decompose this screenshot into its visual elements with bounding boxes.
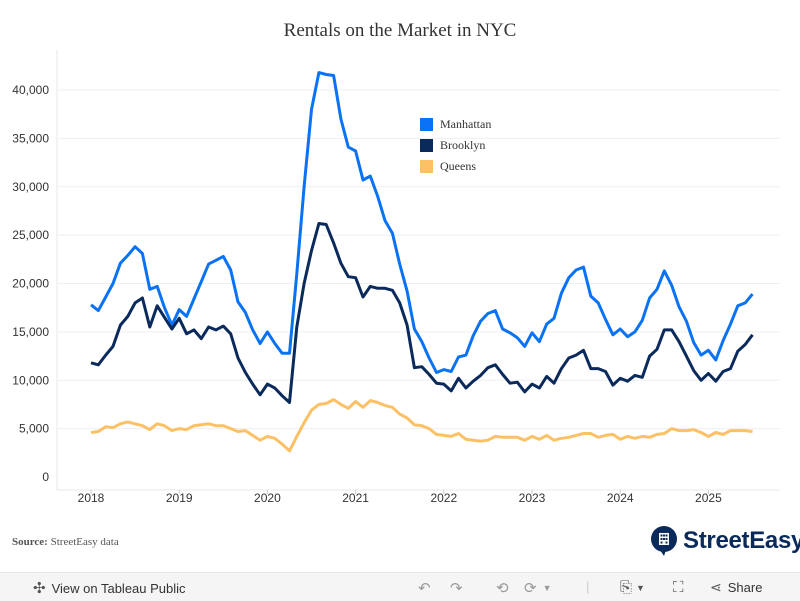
y-tick-label: 35,000 (12, 131, 49, 145)
line-chart: 0 5,000 10,000 15,000 20,000 25,000 30,000 35,0… (12, 50, 780, 505)
chart-title: Rentals on the Market in NYC (283, 20, 517, 41)
y-tick-label: 20,000 (12, 277, 49, 291)
y-tick-label: 10,000 (12, 373, 49, 387)
toolbar-divider: | (586, 579, 590, 594)
view-label: View on Tableau Public (51, 580, 186, 596)
source-note: Source: StreetEasy data (12, 536, 119, 548)
y-tick-label: 5,000 (19, 422, 49, 436)
source-text: StreetEasy data (50, 536, 119, 548)
legend: Manhattan Brooklyn Queens (420, 114, 491, 177)
x-tick-label: 2024 (607, 491, 634, 505)
share-icon: ⋖ (710, 579, 722, 595)
y-tick-label: 25,000 (12, 228, 49, 242)
y-tick-label: 40,000 (12, 83, 49, 97)
legend-label: Manhattan (440, 117, 492, 131)
legend-swatch (420, 139, 433, 152)
tableau-toolbar: ✣ View on Tableau Public ↶ ↷ ⟲ ⟳ ▼ | ⎘ ▼ ⛶… (0, 572, 800, 601)
x-tick-label: 2023 (519, 491, 546, 505)
legend-swatch (420, 118, 433, 131)
streeteasy-logo[interactable]: StreetEasy (651, 526, 800, 556)
legend-swatch (420, 160, 433, 173)
chevron-down-icon[interactable]: ▼ (542, 583, 552, 593)
series-line-queens (90, 398, 753, 453)
redo-icon[interactable]: ↷ (450, 580, 463, 597)
x-tick-label: 2022 (430, 491, 457, 505)
x-tick-label: 2019 (166, 491, 193, 505)
x-tick-label: 2018 (78, 491, 105, 505)
legend-item-queens[interactable]: Queens (420, 156, 491, 177)
y-tick-label: 0 (42, 470, 49, 484)
undo-icon[interactable]: ↶ (418, 580, 431, 597)
legend-item-brooklyn[interactable]: Brooklyn (420, 135, 491, 156)
view-on-tableau-button[interactable]: ✣ View on Tableau Public (33, 579, 186, 597)
x-tick-label: 2025 (695, 491, 722, 505)
revert-icon[interactable]: ⟲ (496, 580, 509, 597)
source-label: Source: (12, 536, 48, 548)
legend-label: Brooklyn (440, 138, 486, 152)
x-tick-label: 2020 (254, 491, 281, 505)
tableau-icon: ✣ (33, 580, 46, 597)
y-tick-label: 15,000 (12, 325, 49, 339)
share-label: Share (727, 580, 763, 595)
download-icon[interactable]: ⎘ (620, 579, 633, 596)
fullscreen-icon[interactable]: ⛶ (673, 579, 684, 596)
chevron-down-icon[interactable]: ▼ (636, 582, 645, 593)
series-line-manhattan (90, 71, 754, 374)
logo-text: StreetEasy (683, 527, 800, 554)
legend-item-manhattan[interactable]: Manhattan (420, 114, 491, 135)
series-line-brooklyn (90, 222, 754, 404)
x-tick-label: 2021 (342, 491, 369, 505)
y-tick-label: 30,000 (12, 180, 49, 194)
refresh-icon[interactable]: ⟳ (524, 580, 537, 597)
legend-label: Queens (440, 159, 476, 173)
share-button[interactable]: ⋖ Share (710, 579, 762, 596)
building-pin-icon (651, 526, 677, 556)
